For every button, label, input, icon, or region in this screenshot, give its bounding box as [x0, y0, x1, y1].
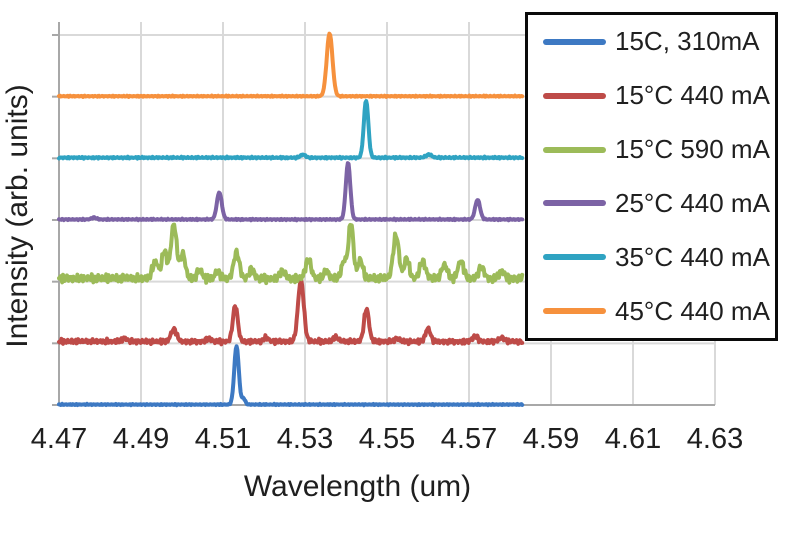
- series-line-15c-310ma: [57, 344, 525, 408]
- x-axis-title: Wavelength (um): [243, 470, 472, 503]
- legend-label: 15°C 590 mA: [615, 134, 770, 165]
- legend-line-swatch: [543, 254, 606, 261]
- legend-line-swatch: [543, 146, 606, 153]
- x-tick-label: 4.49: [113, 423, 169, 455]
- x-tick-label: 4.51: [195, 423, 251, 455]
- legend-line-swatch: [543, 200, 606, 207]
- series-line-35-c-440-ma: [57, 99, 525, 161]
- series-line-45-c-440-ma: [57, 31, 525, 99]
- legend-item-1: 15°C 440 mA: [528, 80, 775, 111]
- legend-line-swatch: [543, 308, 606, 315]
- legend-label: 15°C 440 mA: [615, 80, 770, 111]
- legend-item-5: 45°C 440 mA: [528, 296, 775, 327]
- legend-line-swatch: [543, 92, 606, 99]
- x-tick-label: 4.53: [277, 423, 333, 455]
- x-tick-label: 4.59: [523, 423, 579, 455]
- x-tick-label: 4.63: [687, 423, 743, 455]
- legend-label: 45°C 440 mA: [615, 295, 770, 326]
- legend-item-2: 15°C 590 mA: [528, 134, 775, 165]
- legend: 15C, 310mA 15°C 440 mA 15°C 590 mA 25°C 440…: [525, 12, 778, 341]
- x-tick-label: 4.55: [359, 423, 415, 455]
- legend-item-4: 35°C 440 mA: [528, 242, 775, 273]
- legend-item-0: 15C, 310mA: [528, 26, 775, 57]
- legend-label: 35°C 440 mA: [615, 241, 770, 272]
- series-line-25-c-440-ma: [57, 161, 525, 223]
- legend-label: 25°C 440 mA: [615, 187, 770, 218]
- x-tick-label: 4.47: [31, 423, 87, 455]
- y-axis-title: Intensity (arb. units): [1, 84, 34, 348]
- series-line-15-c-590-ma: [57, 222, 525, 286]
- legend-line-swatch: [543, 38, 606, 45]
- x-tick-label: 4.57: [441, 423, 497, 455]
- legend-item-3: 25°C 440 mA: [528, 188, 775, 219]
- x-tick-label: 4.61: [605, 423, 661, 455]
- legend-label: 15C, 310mA: [615, 26, 760, 57]
- series-line-15-c-440-ma: [57, 276, 525, 347]
